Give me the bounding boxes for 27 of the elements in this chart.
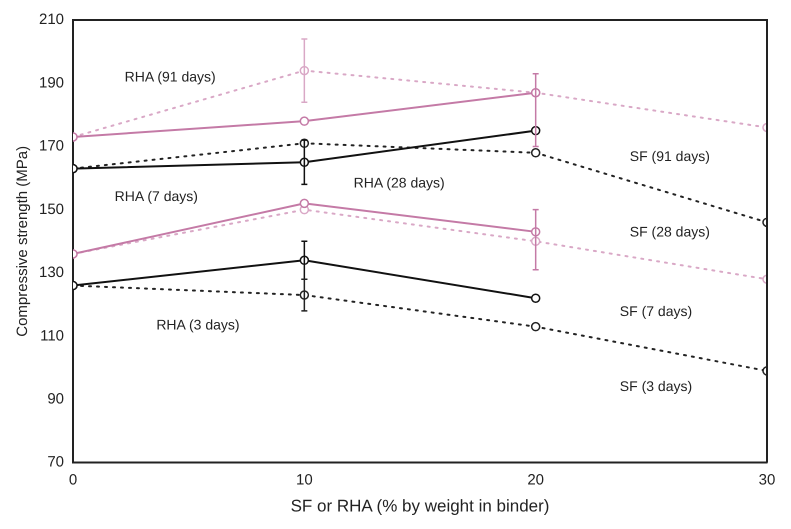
annotation: SF (91 days) bbox=[630, 148, 710, 164]
y-tick-label: 110 bbox=[40, 327, 64, 344]
x-tick-label: 30 bbox=[758, 472, 776, 489]
x-tick-label: 10 bbox=[296, 472, 313, 489]
y-tick-label: 130 bbox=[38, 264, 64, 282]
y-tick-label: 210 bbox=[38, 11, 64, 28]
point bbox=[530, 148, 540, 158]
y-tick-label: 150 bbox=[38, 200, 64, 218]
annotation: RHA (7 days) bbox=[114, 188, 198, 204]
x-axis-title: SF or RHA (% by weight in binder) bbox=[290, 496, 550, 516]
y-tick-label: 90 bbox=[47, 390, 64, 408]
annotation: SF (3 days) bbox=[620, 378, 692, 394]
point bbox=[530, 293, 540, 303]
annotation: RHA (91 days) bbox=[124, 68, 216, 84]
point bbox=[530, 322, 540, 332]
annotation: SF (7 days) bbox=[620, 302, 692, 319]
annotation: RHA (28 days) bbox=[354, 174, 445, 191]
y-tick-label: 70 bbox=[47, 454, 64, 471]
x-tick-label: 20 bbox=[527, 472, 544, 489]
point bbox=[300, 198, 310, 208]
annotation: SF (28 days) bbox=[630, 223, 710, 240]
point bbox=[300, 116, 310, 126]
y-tick-label: 190 bbox=[38, 74, 64, 92]
y-tick-label: 170 bbox=[38, 138, 64, 155]
annotation: RHA (3 days) bbox=[156, 316, 240, 332]
x-tick-label: 0 bbox=[68, 472, 78, 489]
y-axis-title: Compressive strength (MPa) bbox=[14, 146, 32, 337]
